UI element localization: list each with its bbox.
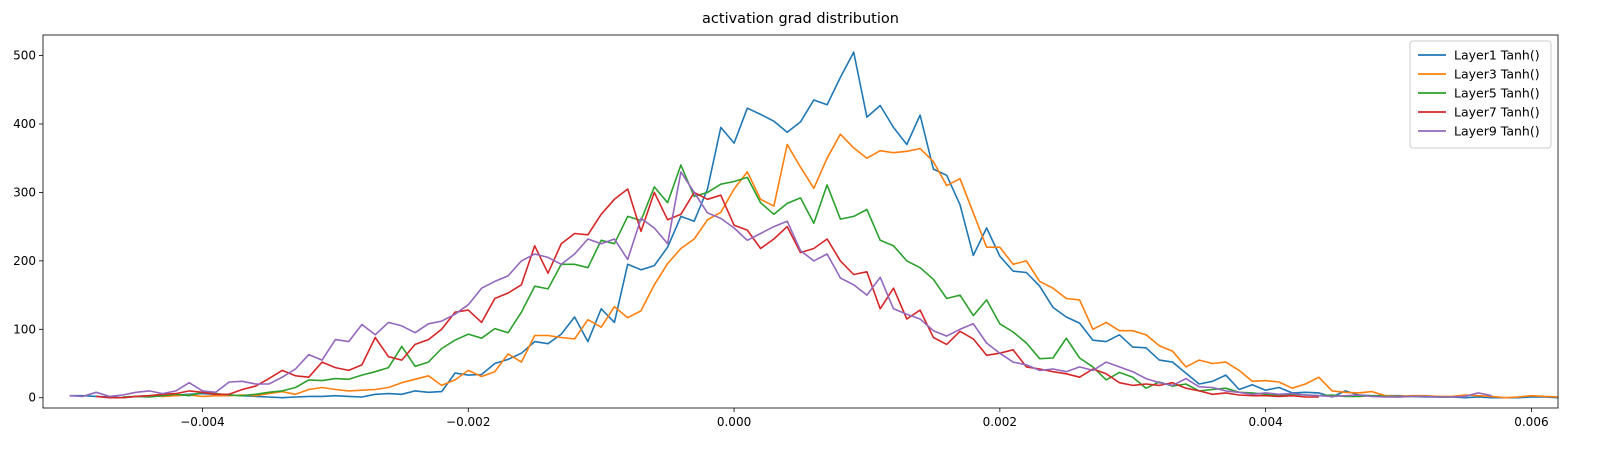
legend-label: Layer1 Tanh() bbox=[1454, 48, 1540, 63]
legend-label: Layer9 Tanh() bbox=[1454, 124, 1540, 139]
y-tick-label: 200 bbox=[13, 254, 36, 268]
plot-area bbox=[69, 51, 1559, 399]
y-tick-label: 0 bbox=[28, 391, 36, 405]
x-tick-label: −0.004 bbox=[180, 415, 224, 429]
y-tick-label: 500 bbox=[13, 49, 36, 63]
y-tick-label: 400 bbox=[13, 117, 36, 131]
series-line-3 bbox=[122, 164, 1452, 398]
x-tick-label: 0.006 bbox=[1514, 415, 1548, 429]
series-line-2 bbox=[149, 133, 1559, 399]
x-tick-label: 0.002 bbox=[983, 415, 1017, 429]
series-line-1 bbox=[69, 51, 1559, 399]
series-line-5 bbox=[69, 171, 1492, 398]
series-line-4 bbox=[96, 188, 1319, 399]
chart-title: activation grad distribution bbox=[702, 11, 899, 27]
y-axis: 0 100 200 300 400 500 bbox=[13, 49, 43, 405]
y-tick-label: 100 bbox=[13, 322, 36, 336]
y-tick-label: 300 bbox=[13, 185, 36, 199]
x-tick-label: 0.000 bbox=[717, 415, 751, 429]
legend-label: Layer5 Tanh() bbox=[1454, 86, 1540, 101]
legend-label: Layer7 Tanh() bbox=[1454, 105, 1540, 120]
x-tick-label: 0.004 bbox=[1248, 415, 1282, 429]
legend-label: Layer3 Tanh() bbox=[1454, 67, 1540, 82]
x-tick-label: −0.002 bbox=[446, 415, 490, 429]
axes-frame bbox=[42, 34, 1559, 409]
legend: Layer1 Tanh() Layer3 Tanh() Layer5 Tanh() L… bbox=[1409, 40, 1552, 149]
legend-box bbox=[1409, 40, 1552, 149]
x-axis: −0.004 −0.002 0.000 0.002 0.004 0.006 bbox=[180, 408, 1549, 429]
